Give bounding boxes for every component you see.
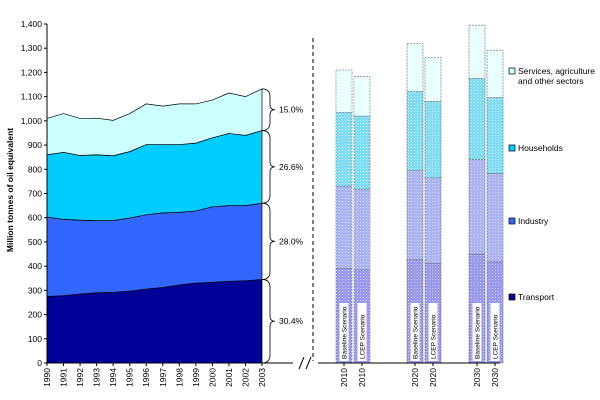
- x-tick-label: 2020: [410, 368, 420, 387]
- scenario-label-bg: [472, 303, 482, 361]
- x-tick-label: 1999: [191, 368, 201, 387]
- share-brace: [261, 279, 276, 364]
- legend-swatch-industry: [508, 217, 516, 225]
- historical-area-stack: [46, 88, 263, 364]
- x-tick-label: 2010: [339, 368, 349, 387]
- y-tick-label: 600: [28, 213, 42, 223]
- share-braces: 30.4% 28.0% 26.6% 15.0%: [261, 88, 304, 364]
- bar-segment-texture: [425, 177, 441, 264]
- axis-break-mark: [305, 356, 312, 370]
- share-brace: [261, 130, 276, 204]
- share-label: 30.4%: [279, 316, 304, 326]
- bar-segment-texture: [469, 159, 485, 255]
- x-tick-label: 1998: [174, 368, 184, 387]
- legend-label: Households: [518, 143, 563, 153]
- legend-label: Transport: [518, 292, 555, 302]
- y-tick-label: 900: [28, 140, 42, 150]
- y-axis-label: Million tonnes of oil equivalent: [5, 128, 15, 252]
- x-tick-label: 2001: [224, 368, 234, 387]
- bar-segment-texture: [336, 70, 352, 113]
- y-tick-label: 1,300: [21, 43, 43, 53]
- legend-label: Services, agriculture: [518, 66, 595, 76]
- x-tick-label: 1995: [125, 368, 135, 387]
- scenario-label-bg: [428, 303, 438, 361]
- bar-segment-texture: [425, 101, 441, 178]
- x-tick-label: 2010: [357, 368, 367, 387]
- projection-bars: Baseline Scenario LCEP Scenario Baseline S…: [335, 24, 504, 364]
- bar-segment-texture: [469, 78, 485, 160]
- y-tick-label: 200: [28, 310, 42, 320]
- y-tick-label: 500: [28, 237, 42, 247]
- y-tick-label: 1,000: [21, 116, 43, 126]
- bar-segment-texture: [354, 76, 370, 117]
- bar-segment-texture: [487, 50, 503, 98]
- x-tick-label: 2030: [472, 368, 482, 387]
- x-tick-label: 2000: [207, 368, 217, 387]
- scenario-label-bg: [357, 303, 367, 361]
- bar-segment-texture: [487, 173, 503, 262]
- share-brace: [261, 88, 276, 131]
- y-tick-label: 300: [28, 285, 42, 295]
- y-tick-label: 700: [28, 189, 42, 199]
- scenario-label-bg: [410, 303, 420, 361]
- y-tick-label: 1,100: [21, 92, 43, 102]
- x-tick-label: 2030: [490, 368, 500, 387]
- y-tick-label: 1,200: [21, 67, 43, 77]
- y-tick-label: 0: [37, 358, 42, 368]
- x-tick-label: 1997: [158, 368, 168, 387]
- x-tick-label: 1994: [108, 368, 118, 387]
- bar-segment-texture: [407, 43, 423, 92]
- y-tick-label: 400: [28, 261, 42, 271]
- x-tick-label: 1993: [92, 368, 102, 387]
- bar-segment-texture: [336, 112, 352, 187]
- share-label: 15.0%: [279, 105, 304, 115]
- legend-swatch-services-agriculture-and-other-sectors: [508, 67, 516, 75]
- scenario-label-bg: [490, 303, 500, 361]
- scenario-label: Baseline Scenario: [341, 306, 348, 359]
- share-brace: [261, 202, 276, 280]
- legend-swatch-transport: [508, 293, 516, 301]
- bar-segment-texture: [336, 186, 352, 269]
- x-tick-label: 1990: [42, 368, 52, 387]
- legend-swatch-households: [508, 144, 516, 152]
- share-label: 26.6%: [279, 162, 304, 172]
- y-tick-label: 1,400: [21, 19, 43, 29]
- bar-segment-texture: [407, 170, 423, 260]
- scenario-label: LCEP Scenario: [359, 314, 366, 359]
- bar-segment-texture: [354, 116, 370, 190]
- x-tick-label: 2002: [240, 368, 250, 387]
- x-tick-label: 1996: [141, 368, 151, 387]
- x-tick-label: 2003: [257, 368, 267, 387]
- x-tick-label: 2020: [428, 368, 438, 387]
- scenario-label-bg: [339, 303, 349, 361]
- y-tick-label: 100: [28, 334, 42, 344]
- axes: [44, 23, 500, 370]
- legend-label: and other sectors: [518, 76, 584, 86]
- legend-label: Industry: [518, 216, 549, 226]
- y-tick-label: 800: [28, 164, 42, 174]
- scenario-label: Baseline Scenario: [412, 306, 419, 359]
- share-label: 28.0%: [279, 236, 304, 246]
- bar-segment-texture: [354, 189, 370, 270]
- bar-segment-texture: [407, 91, 423, 171]
- x-tick-label: 1991: [59, 368, 69, 387]
- tick-labels: 0 100 200 300 400 500 600 700 800 900 1,000 1,100 1,…: [21, 19, 500, 387]
- bar-segment-texture: [469, 25, 485, 79]
- scenario-label: Baseline Scenario: [474, 306, 481, 359]
- x-tick-label: 1992: [75, 368, 85, 387]
- bar-segment-texture: [487, 97, 503, 174]
- axis-break-mark: [298, 356, 305, 370]
- bar-segment-texture: [425, 57, 441, 102]
- scenario-label: LCEP Scenario: [430, 314, 437, 359]
- scenario-label: LCEP Scenario: [492, 314, 499, 359]
